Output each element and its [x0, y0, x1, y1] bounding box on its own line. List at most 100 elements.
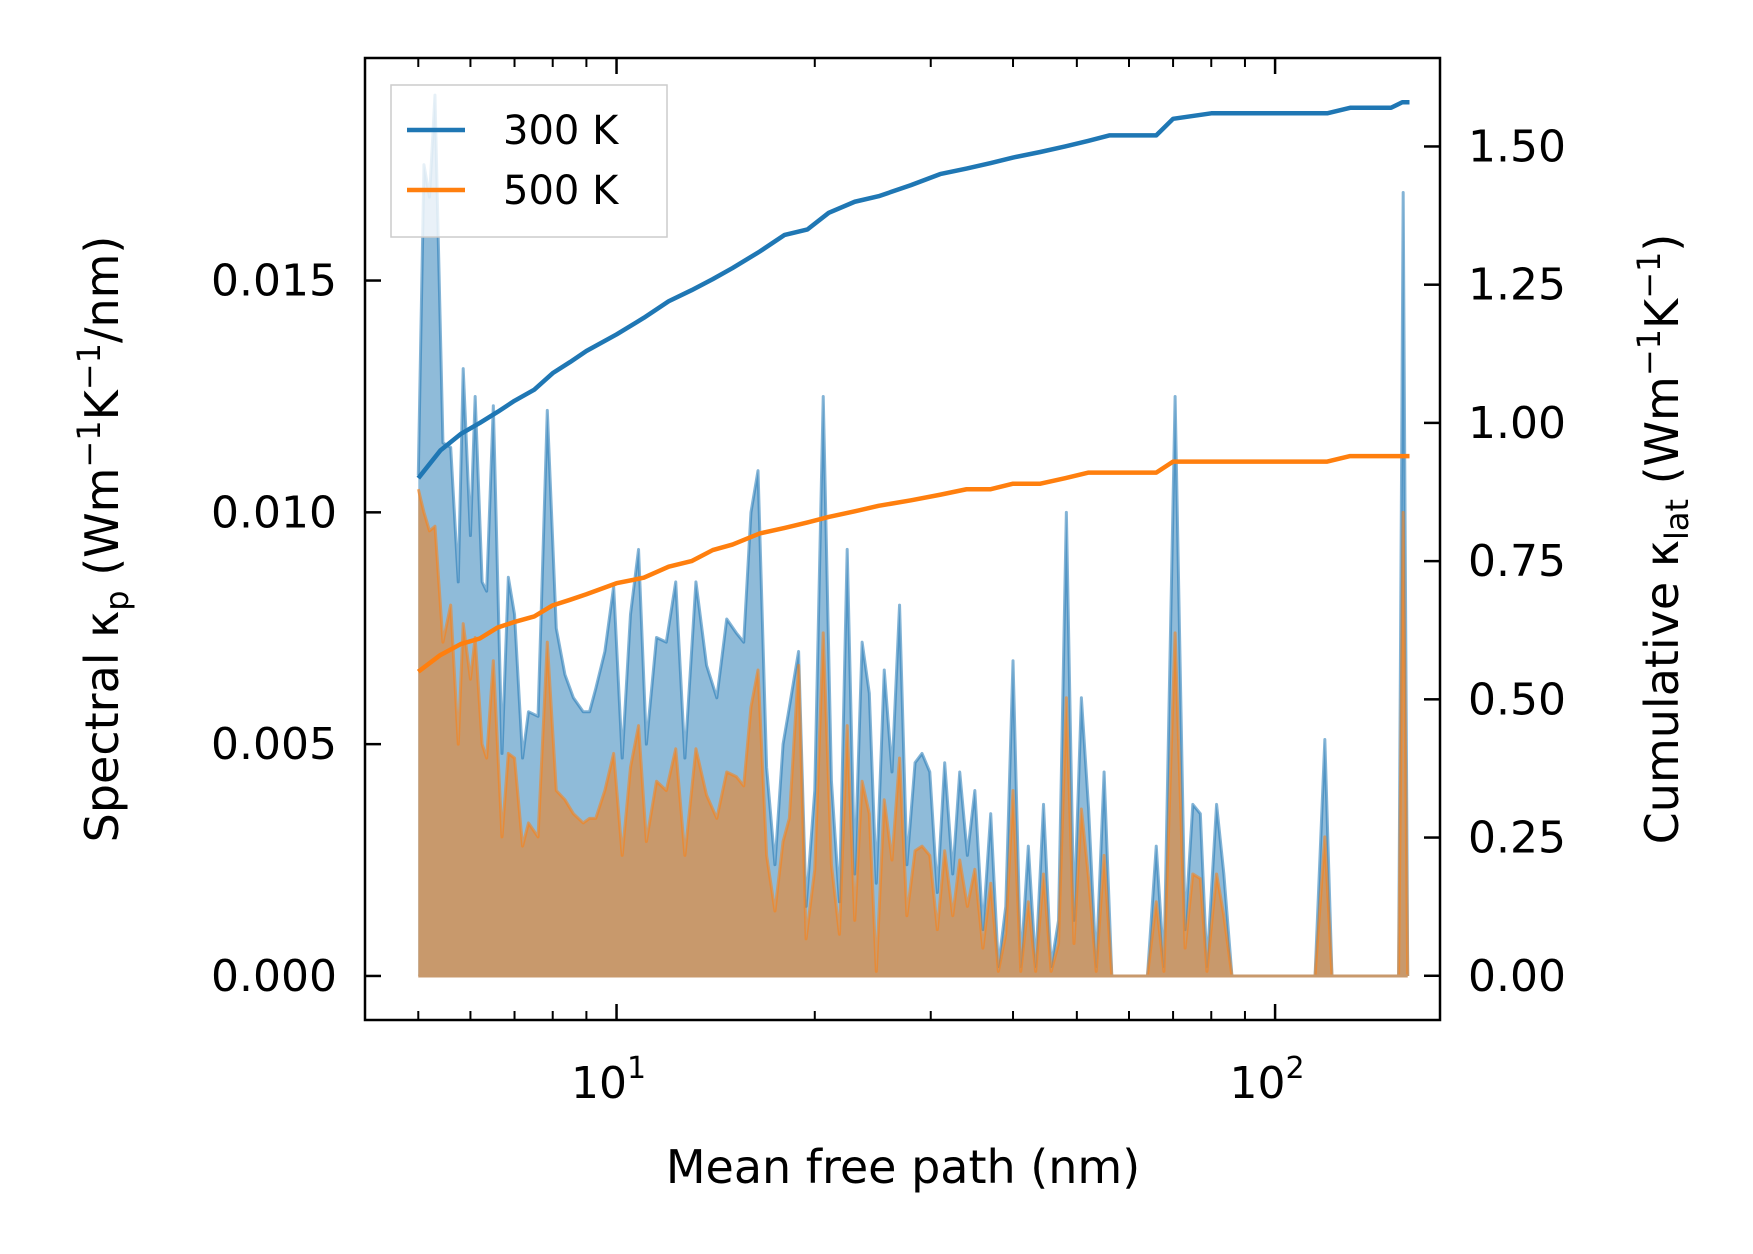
spectral-point-500k: [470, 678, 472, 680]
left-axis-label-unit: (Wm: [75, 468, 129, 591]
spectral-point-300k: [1028, 845, 1030, 847]
spectral-point-300k: [937, 892, 939, 894]
spectral-point-500k: [621, 855, 623, 857]
left-tick-label: 0.015: [211, 256, 337, 307]
spectral-point-500k: [1223, 915, 1225, 917]
spectral-point-300k: [814, 790, 816, 792]
spectral-point-500k: [1035, 971, 1037, 973]
spectral-point-500k: [684, 855, 686, 857]
spectral-point-500k: [1402, 512, 1404, 514]
right-axis-label-unit: (Wm: [1635, 376, 1689, 499]
cumulative-line-300k: [416, 99, 1410, 480]
spectral-point-500k: [493, 660, 495, 662]
spectral-point-300k: [1155, 845, 1157, 847]
spectral-point-300k: [481, 581, 483, 583]
spectral-point-300k: [1200, 813, 1202, 815]
spectral-point-300k: [891, 771, 893, 773]
spectral-point-500k: [675, 748, 677, 750]
spectral-point-500k: [442, 641, 444, 643]
spectral-point-500k: [564, 799, 566, 801]
cumulative-line-500k: [416, 453, 1410, 674]
left-axis-label-unit-k: K: [75, 388, 129, 420]
spectral-point-500k: [423, 512, 425, 514]
spectral-point-500k: [1073, 943, 1075, 945]
left-tick-label: 0.010: [211, 487, 337, 538]
spectral-point-300k: [1012, 660, 1014, 662]
spectral-point-300k: [528, 711, 530, 713]
spectral-point-500k: [831, 864, 833, 866]
spectral-point-500k: [861, 780, 863, 782]
left-axis-label-superscript: −1: [70, 343, 108, 390]
spectral-point-500k: [582, 822, 584, 824]
spectral-point-500k: [743, 785, 745, 787]
spectral-point-300k: [1174, 396, 1176, 398]
spectral-point-300k: [921, 753, 923, 755]
spectral-point-300k: [470, 535, 472, 537]
right-tick-label: 1.25: [1468, 260, 1566, 311]
x-axis-label: Mean free path (nm): [666, 1140, 1140, 1194]
spectral-point-300k: [1066, 512, 1068, 514]
left-tick-label: 0.005: [211, 719, 337, 770]
spectral-point-500k: [735, 776, 737, 778]
spectral-point-500k: [547, 641, 549, 643]
spectral-point-300k: [944, 762, 946, 764]
spectral-point-500k: [555, 790, 557, 792]
spectral-point-500k: [998, 971, 1000, 973]
spectral-point-300k: [656, 637, 658, 639]
spectral-point-500k: [774, 910, 776, 912]
spectral-point-300k: [646, 743, 648, 745]
spectral-point-500k: [638, 725, 640, 727]
spectral-point-300k: [474, 396, 476, 398]
spectral-point-300k: [1103, 771, 1105, 773]
right-tick-label: 1.00: [1468, 398, 1566, 449]
spectral-point-500k: [798, 665, 800, 667]
spectral-point-300k: [967, 855, 969, 857]
spectral-point-300k: [1043, 804, 1045, 806]
spectral-point-300k: [1192, 804, 1194, 806]
right-axis-label-unit-k: K: [1635, 297, 1689, 329]
spectral-point-300k: [1324, 739, 1326, 741]
spectral-point-300k: [1223, 873, 1225, 875]
spectral-point-500k: [481, 743, 483, 745]
spectral-point-300k: [514, 614, 516, 616]
left-axis-label-unit-close: /nm): [75, 236, 129, 343]
plot-frame: [363, 56, 1442, 1022]
spectral-point-500k: [1163, 971, 1165, 973]
spectral-area-500k: [418, 489, 1408, 976]
spectral-point-500k: [883, 799, 885, 801]
spectral-point-500k: [1050, 971, 1052, 973]
spectral-point-500k: [508, 753, 510, 755]
spectral-point-500k: [1206, 971, 1208, 973]
spectral-point-500k: [1081, 808, 1083, 810]
spectral-point-300k: [959, 771, 961, 773]
spectral-point-300k: [929, 771, 931, 773]
spectral-point-300k: [798, 651, 800, 653]
spectral-point-300k: [564, 674, 566, 676]
spectral-point-300k: [508, 576, 510, 578]
right-axis-label-subscript: lat: [1658, 499, 1696, 540]
left-axis-label: Spectral κp (Wm−1K−1/nm): [70, 236, 136, 843]
x-tick-base: 10: [571, 1058, 627, 1109]
spectral-point-500k: [921, 845, 923, 847]
right-axis-label-base: Cumulative κ: [1635, 540, 1689, 844]
spectral-point-500k: [937, 929, 939, 931]
spectral-point-500k: [959, 859, 961, 861]
spectral-point-500k: [1192, 873, 1194, 875]
spectral-point-300k: [757, 470, 759, 472]
spectral-point-500k: [462, 623, 464, 625]
spectral-point-300k: [822, 396, 824, 398]
x-tick-exponent: 1: [627, 1051, 646, 1086]
spectral-point-500k: [434, 525, 436, 527]
spectral-point-500k: [1174, 632, 1176, 634]
legend-box: [390, 84, 668, 238]
spectral-point-300k: [638, 549, 640, 551]
spectral-point-500k: [914, 850, 916, 852]
spectral-point-500k: [1155, 901, 1157, 903]
right-axis-label-superscript: −1: [1630, 252, 1668, 299]
spectral-point-300k: [684, 757, 686, 759]
spectral-point-500k: [839, 933, 841, 935]
x-tick-label: 101: [571, 1051, 646, 1109]
spectral-point-500k: [854, 920, 856, 922]
spectral-point-300k: [735, 632, 737, 634]
